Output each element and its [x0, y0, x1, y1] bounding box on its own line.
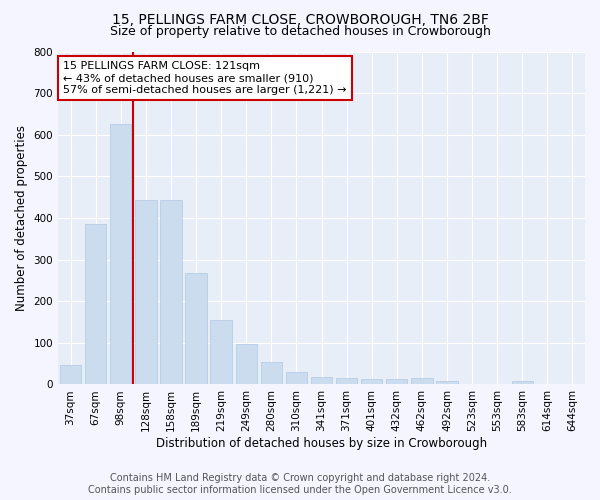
Text: 15 PELLINGS FARM CLOSE: 121sqm
← 43% of detached houses are smaller (910)
57% of: 15 PELLINGS FARM CLOSE: 121sqm ← 43% of …: [64, 62, 347, 94]
Bar: [236, 344, 257, 384]
Bar: [185, 273, 207, 384]
Bar: [286, 372, 307, 384]
Bar: [361, 380, 382, 384]
X-axis label: Distribution of detached houses by size in Crowborough: Distribution of detached houses by size …: [156, 437, 487, 450]
Y-axis label: Number of detached properties: Number of detached properties: [15, 125, 28, 311]
Bar: [512, 381, 533, 384]
Bar: [311, 377, 332, 384]
Text: 15, PELLINGS FARM CLOSE, CROWBOROUGH, TN6 2BF: 15, PELLINGS FARM CLOSE, CROWBOROUGH, TN…: [112, 12, 488, 26]
Bar: [211, 320, 232, 384]
Bar: [160, 200, 182, 384]
Bar: [260, 362, 282, 384]
Bar: [411, 378, 433, 384]
Bar: [436, 381, 458, 384]
Bar: [110, 124, 131, 384]
Bar: [336, 378, 357, 384]
Bar: [60, 365, 81, 384]
Bar: [135, 200, 157, 384]
Text: Contains HM Land Registry data © Crown copyright and database right 2024.
Contai: Contains HM Land Registry data © Crown c…: [88, 474, 512, 495]
Bar: [85, 224, 106, 384]
Text: Size of property relative to detached houses in Crowborough: Size of property relative to detached ho…: [110, 25, 490, 38]
Bar: [386, 380, 407, 384]
